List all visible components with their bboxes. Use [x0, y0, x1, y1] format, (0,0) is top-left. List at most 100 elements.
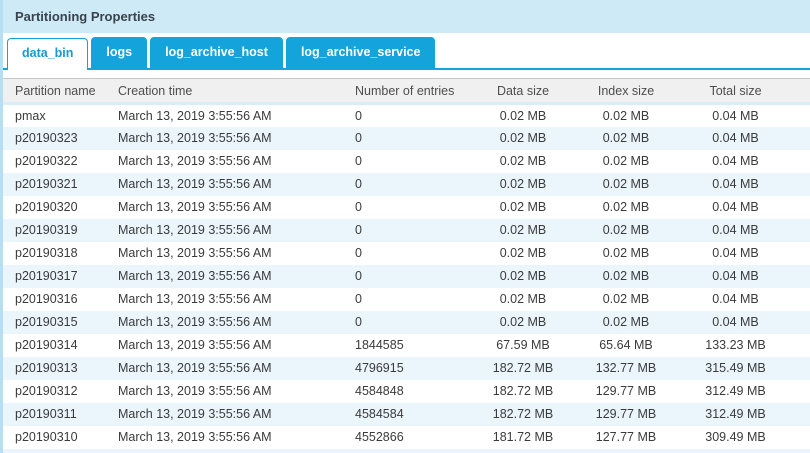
cell-index-size: 0.02 MB [602, 154, 650, 168]
cell-number-of-entries: 0 [355, 269, 362, 283]
tab-data_bin[interactable]: data_bin [7, 38, 89, 70]
cell-total-size: 309.49 MB [705, 430, 766, 444]
cell-total-size: 0.04 MB [712, 223, 759, 237]
cell-partition-name: p20190322 [15, 154, 78, 168]
column-header-partition-name: Partition name [3, 78, 106, 105]
cell-total-size: 0.04 MB [712, 315, 759, 329]
cell-number-of-entries: 4584584 [355, 407, 404, 421]
table-row: p20190318 March 13, 2019 3:55:56 AM 0 0.02 … [3, 242, 810, 265]
cell-number-of-entries: 0 [355, 177, 362, 191]
cell-creation-time: March 13, 2019 3:55:56 AM [118, 131, 272, 145]
tab-log_archive_service[interactable]: log_archive_service [285, 37, 436, 68]
cell-creation-time: March 13, 2019 3:55:56 AM [118, 154, 272, 168]
cell-data-size: 0.02 MB [499, 292, 547, 306]
cell-number-of-entries: 0 [355, 223, 362, 237]
cell-index-size: 0.02 MB [602, 292, 650, 306]
table-row: p20190310 March 13, 2019 3:55:56 AM 455286… [3, 426, 810, 449]
tab-bar: data_bin logs log_archive_host log_archive_… [3, 37, 810, 70]
table-row-partial [3, 448, 810, 453]
cell-partition-name: p20190312 [15, 384, 78, 398]
column-header-index-size: Index size [591, 78, 661, 105]
cell-data-size: 0.02 MB [499, 223, 547, 237]
cell-partition-name: p20190321 [15, 177, 78, 191]
cell-data-size: 0.02 MB [499, 200, 547, 214]
cell-data-size: 0.02 MB [499, 108, 547, 123]
table-row: p20190316 March 13, 2019 3:55:56 AM 0 0.02 … [3, 288, 810, 311]
table-row: p20190315 March 13, 2019 3:55:56 AM 0 0.02 … [3, 310, 810, 334]
cell-number-of-entries: 4552866 [355, 430, 404, 444]
cell-data-size: 0.02 MB [499, 154, 547, 168]
cell-index-size: 0.02 MB [602, 246, 650, 260]
cell-partition-name: p20190317 [15, 269, 78, 283]
cell-creation-time: March 13, 2019 3:55:56 AM [118, 177, 272, 191]
cell-creation-time: March 13, 2019 3:55:56 AM [118, 223, 272, 237]
cell-data-size: 0.02 MB [499, 177, 547, 191]
cell-number-of-entries: 1844585 [355, 338, 404, 352]
cell-index-size: 129.77 MB [595, 384, 657, 398]
cell-partition-name: p20190320 [15, 200, 78, 214]
cell-creation-time: March 13, 2019 3:55:56 AM [118, 384, 272, 398]
table-row: p20190319 March 13, 2019 3:55:56 AM 0 0.02 … [3, 218, 810, 242]
cell-data-size: 0.02 MB [499, 246, 547, 260]
cell-total-size: 0.04 MB [712, 269, 759, 283]
table-row: pmax March 13, 2019 3:55:56 AM 0 0.02 MB 0.0… [3, 104, 810, 127]
cell-total-size: 312.49 MB [705, 384, 766, 398]
tab-log_archive_host[interactable]: log_archive_host [150, 37, 283, 68]
cell-total-size: 0.04 MB [712, 108, 759, 123]
cell-number-of-entries: 0 [355, 292, 362, 306]
cell-index-size: 0.02 MB [602, 223, 650, 237]
cell-data-size: 182.72 MB [492, 361, 554, 375]
cell-data-size: 182.72 MB [492, 384, 554, 398]
cell-number-of-entries: 4584848 [355, 384, 404, 398]
table-header-row: Partition name Creation time Number of ent… [3, 78, 810, 105]
table-row: p20190311 March 13, 2019 3:55:56 AM 458458… [3, 402, 810, 426]
cell-total-size: 0.04 MB [712, 131, 759, 145]
cell-total-size: 0.04 MB [712, 200, 759, 214]
column-header-total-size: Total size [661, 78, 810, 105]
cell-partition-name: p20190311 [15, 407, 77, 421]
partitions-table: Partition name Creation time Number of ent… [3, 78, 810, 449]
cell-number-of-entries: 4796915 [355, 361, 404, 375]
cell-creation-time: March 13, 2019 3:55:56 AM [118, 430, 272, 444]
cell-data-size: 0.02 MB [499, 269, 547, 283]
cell-partition-name: p20190313 [15, 361, 78, 375]
cell-number-of-entries: 0 [355, 131, 362, 145]
column-header-data-size: Data size [455, 78, 591, 105]
cell-creation-time: March 13, 2019 3:55:56 AM [118, 315, 272, 329]
cell-creation-time: March 13, 2019 3:55:56 AM [118, 269, 272, 283]
cell-number-of-entries: 0 [355, 246, 362, 260]
column-header-number-of-entries: Number of entries [343, 78, 455, 105]
cell-total-size: 133.23 MB [705, 338, 766, 352]
cell-data-size: 182.72 MB [492, 407, 554, 421]
cell-partition-name: p20190319 [15, 223, 78, 237]
cell-total-size: 315.49 MB [705, 361, 766, 375]
cell-creation-time: March 13, 2019 3:55:56 AM [118, 292, 272, 306]
table-row: p20190317 March 13, 2019 3:55:56 AM 0 0.02 … [3, 264, 810, 288]
cell-partition-name: p20190316 [15, 292, 78, 306]
cell-data-size: 181.72 MB [492, 430, 554, 444]
cell-total-size: 312.49 MB [705, 407, 766, 421]
tab-logs[interactable]: logs [91, 37, 148, 68]
table-row: p20190314 March 13, 2019 3:55:56 AM 184458… [3, 334, 810, 357]
table-row: p20190322 March 13, 2019 3:55:56 AM 0 0.02 … [3, 150, 810, 173]
cell-partition-name: p20190314 [15, 338, 78, 352]
table-row: p20190323 March 13, 2019 3:55:56 AM 0 0.02 … [3, 126, 810, 150]
cell-total-size: 0.04 MB [712, 292, 759, 306]
cell-creation-time: March 13, 2019 3:55:56 AM [118, 200, 272, 214]
table-row: p20190313 March 13, 2019 3:55:56 AM 479691… [3, 356, 810, 380]
cell-creation-time: March 13, 2019 3:55:56 AM [118, 246, 272, 260]
cell-partition-name: p20190315 [15, 315, 78, 329]
cell-index-size: 0.02 MB [602, 269, 650, 283]
table-row: p20190321 March 13, 2019 3:55:56 AM 0 0.02 … [3, 172, 810, 196]
cell-creation-time: March 13, 2019 3:55:56 AM [118, 108, 272, 123]
cell-creation-time: March 13, 2019 3:55:56 AM [118, 338, 272, 352]
panel-title: Partitioning Properties [3, 0, 810, 33]
cell-total-size: 0.04 MB [712, 154, 759, 168]
cell-index-size: 0.02 MB [602, 108, 650, 123]
cell-index-size: 0.02 MB [602, 200, 650, 214]
cell-index-size: 129.77 MB [595, 407, 657, 421]
cell-index-size: 0.02 MB [602, 177, 650, 191]
cell-number-of-entries: 0 [355, 154, 362, 168]
cell-total-size: 0.04 MB [712, 246, 759, 260]
